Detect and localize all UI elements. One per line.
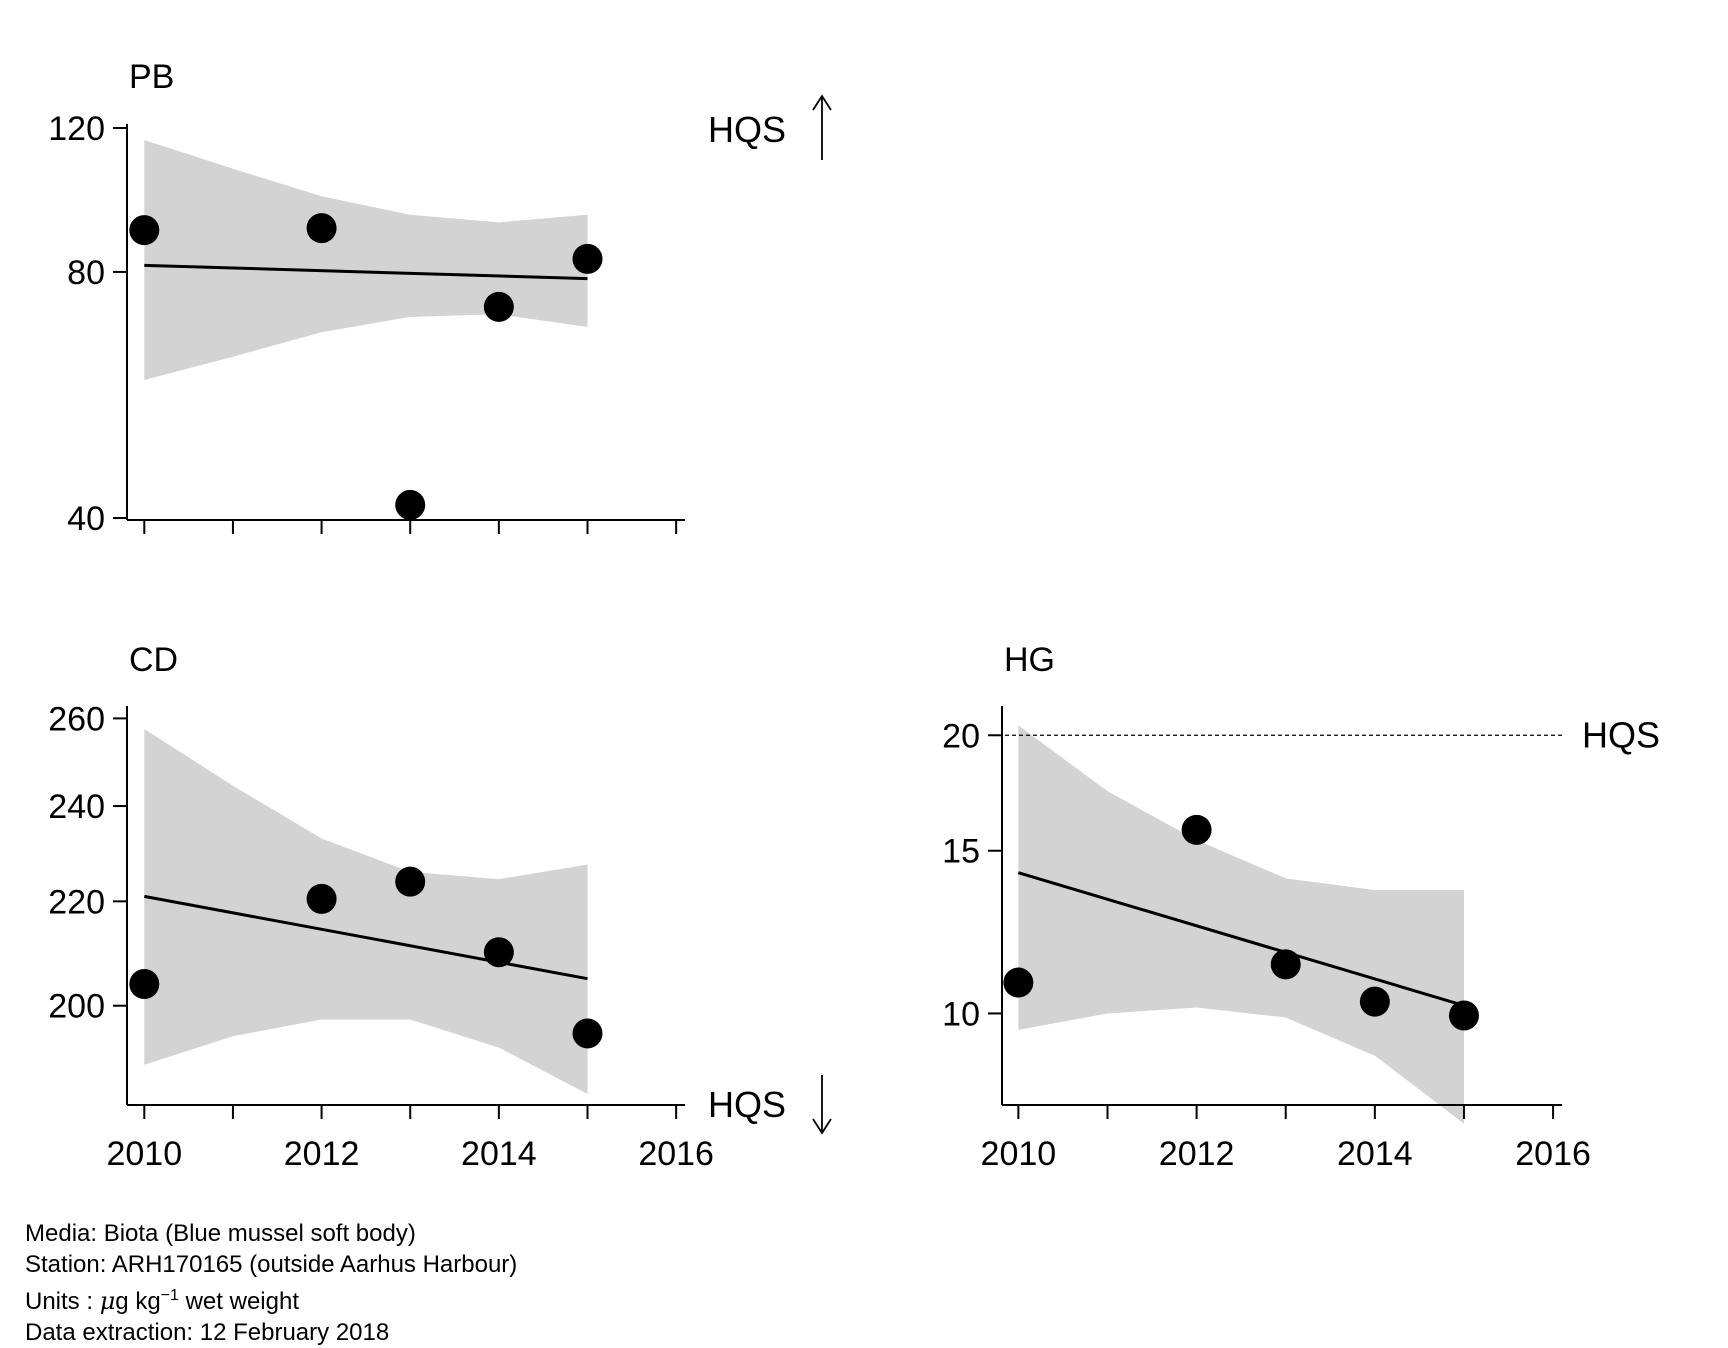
cd-confidence-band: [144, 728, 588, 1095]
pb-data-point: [129, 215, 160, 246]
cd-data-point: [306, 883, 337, 914]
cd-data-point: [483, 937, 514, 968]
footer-units-kg: g kg: [115, 1288, 161, 1315]
pb-trend-line: [144, 263, 588, 281]
pb-hqs-label: HQS: [708, 109, 786, 150]
cd-arrow-down-icon: [812, 1118, 832, 1135]
cd-panel-title: CD: [129, 641, 178, 679]
cd-x-tick-label: 2014: [461, 1135, 537, 1173]
hg-data-point: [1003, 967, 1034, 998]
footer-extraction: Data extraction: 12 February 2018: [25, 1319, 390, 1346]
hg-confidence-band: [1018, 725, 1464, 1124]
pb-panel-title: PB: [129, 58, 174, 96]
hg-hqs-label: HQS: [1582, 714, 1660, 755]
cd-trend-line: [144, 894, 588, 981]
pb-y-tick-label: 120: [48, 110, 105, 148]
cd-y-tick-label: 200: [48, 988, 105, 1026]
footer-units-mu: μ: [99, 1287, 116, 1315]
cd-data-point: [395, 866, 426, 897]
pb-confidence-band: [144, 140, 588, 381]
pb-panel: 40 80 120 PB HQS: [48, 58, 832, 538]
hg-y-tick-label: 10: [942, 995, 980, 1033]
hg-trend-line: [1017, 871, 1465, 1007]
footer-units: Units : μg kg−1 wet weight: [25, 1280, 517, 1317]
hg-panel: HQS 10 15 20 2010 2012 2014 2016 HG: [942, 641, 1660, 1173]
cd-x-tick-label: 2012: [284, 1135, 360, 1173]
cd-data-point: [129, 969, 160, 1000]
cd-panel: 200 220 240 260 2010 2012 2014 2016 CD HQS: [48, 641, 832, 1173]
cd-y-tick-label: 260: [48, 700, 105, 738]
hg-data-point: [1181, 814, 1212, 845]
hg-panel-title: HG: [1004, 641, 1055, 679]
pb-data-point: [306, 213, 337, 244]
hg-data-point: [1359, 986, 1390, 1017]
footer-units-exponent: −1: [160, 1287, 179, 1304]
cd-y-tick-label: 240: [48, 788, 105, 826]
footer-units-suffix: wet weight: [178, 1288, 299, 1315]
cd-x-tick-label: 2010: [106, 1135, 182, 1173]
pb-data-point: [483, 291, 514, 322]
footer-units-prefix: Units :: [25, 1288, 100, 1315]
hg-data-point: [1270, 949, 1301, 980]
hg-x-tick-label: 2012: [1159, 1135, 1235, 1173]
pb-arrow-up-icon: [812, 94, 832, 111]
hg-y-tick-label: 20: [942, 717, 980, 755]
pb-data-point: [572, 243, 603, 274]
cd-hqs-label: HQS: [708, 1084, 786, 1125]
pb-y-tick-label: 40: [67, 500, 105, 538]
cd-data-point: [572, 1018, 603, 1049]
hg-x-tick-label: 2014: [1337, 1135, 1413, 1173]
pb-y-tick-label: 80: [67, 254, 105, 292]
hg-x-tick-label: 2016: [1515, 1135, 1591, 1173]
footer-media: Media: Biota (Blue mussel soft body): [25, 1220, 416, 1247]
footer-station: Station: ARH170165 (outside Aarhus Harbo…: [25, 1251, 518, 1278]
hg-x-tick-label: 2010: [981, 1135, 1057, 1173]
hg-data-point: [1448, 1000, 1479, 1031]
pb-data-point: [395, 489, 426, 520]
cd-x-tick-label: 2016: [638, 1135, 714, 1173]
cd-y-tick-label: 220: [48, 883, 105, 921]
footer-info: Media: Biota (Blue mussel soft body) Sta…: [25, 1218, 517, 1348]
hg-y-tick-label: 15: [942, 833, 980, 871]
